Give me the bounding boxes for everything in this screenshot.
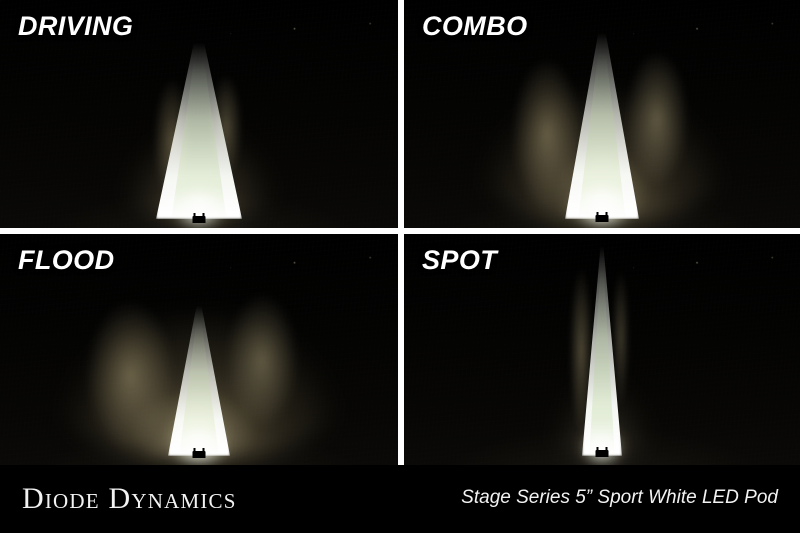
beam-panel-combo: COMBO xyxy=(404,0,800,228)
beam-pattern xyxy=(0,0,398,228)
beam-pattern xyxy=(404,0,800,228)
led-pod-silhouette xyxy=(192,448,206,458)
panel-grid: DRIVING COMBO xyxy=(0,0,800,465)
light-source-hotspot xyxy=(579,432,625,463)
beam-panel-spot: SPOT xyxy=(404,234,800,465)
footer-bar: Diode Dynamics Stage Series 5” Sport Whi… xyxy=(0,465,800,533)
beam-panel-flood: FLOOD xyxy=(0,234,398,465)
beam-pattern xyxy=(0,234,398,465)
panel-caption-combo: COMBO xyxy=(422,11,528,41)
beam-pattern xyxy=(404,234,800,465)
panel-caption-spot: SPOT xyxy=(422,245,498,275)
distant-lights xyxy=(0,247,398,281)
distant-lights xyxy=(0,13,398,46)
beam-panel-driving: DRIVING xyxy=(0,0,398,228)
led-pod-silhouette xyxy=(595,212,609,222)
led-pod-silhouette xyxy=(595,447,609,457)
led-pod-silhouette xyxy=(192,213,206,223)
panel-caption-driving: DRIVING xyxy=(18,11,134,41)
light-beam-shaft xyxy=(582,246,622,456)
brand-logo-text: Diode Dynamics xyxy=(22,482,237,515)
panel-caption-flood: FLOOD xyxy=(18,245,115,275)
product-name-label: Stage Series 5” Sport White LED Pod xyxy=(461,487,778,508)
